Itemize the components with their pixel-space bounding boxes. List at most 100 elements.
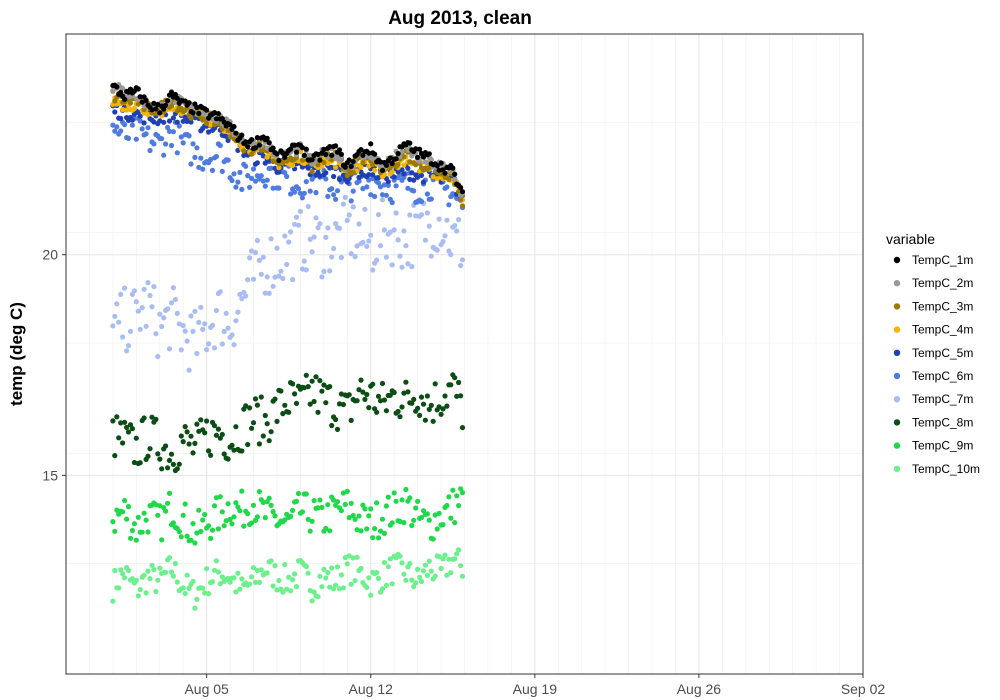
data-point [432,512,438,518]
data-point [321,382,327,388]
data-point [260,153,266,159]
data-point [268,429,274,435]
data-point [122,285,128,291]
data-point [137,94,143,100]
data-point [426,517,432,523]
data-point [440,406,446,412]
data-point [223,133,229,139]
data-point [348,417,354,423]
data-point [202,511,208,518]
data-point [180,439,186,445]
data-point [401,228,407,234]
data-point [157,118,163,124]
data-point [444,502,450,509]
data-point [307,401,313,407]
data-point [137,587,143,593]
data-point [336,401,343,407]
data-point [270,145,276,151]
data-point [135,101,141,107]
data-point [368,592,374,598]
data-point [358,164,364,170]
data-point [331,173,337,180]
data-point [424,160,430,166]
data-point [381,397,387,403]
data-point [290,276,296,283]
data-point [225,157,231,163]
data-point [454,551,460,557]
data-point [186,133,192,139]
data-point [301,190,307,196]
data-point [448,382,454,388]
data-point [395,151,401,157]
data-point [340,201,346,207]
data-point [219,341,225,347]
data-point [116,319,122,325]
data-point [122,497,128,504]
data-point [389,169,395,175]
data-point [192,440,198,446]
data-point [231,171,237,177]
data-point [192,605,198,611]
data-point [426,406,432,412]
data-point [311,234,317,240]
data-point [370,172,376,178]
data-point [333,164,339,170]
data-point [133,577,139,584]
data-point [166,128,173,134]
data-point [165,98,171,104]
data-point [444,184,450,190]
data-point [239,576,245,582]
data-point [401,171,407,177]
data-point [262,183,268,189]
data-point [149,304,155,310]
data-point [409,170,415,176]
data-point [266,438,272,444]
data-point [356,513,362,519]
data-point [149,107,155,113]
data-point [374,257,380,263]
data-point [333,143,339,149]
data-point [366,513,372,519]
data-point [202,590,208,596]
data-point [358,565,364,572]
data-point [295,222,302,228]
data-point [370,267,376,273]
data-point [358,147,364,153]
data-point [153,416,159,422]
data-point [262,412,268,419]
data-point [245,277,251,283]
data-point [292,221,298,227]
data-point [151,284,157,290]
data-point [368,192,374,198]
data-point [174,119,180,125]
data-point [141,103,147,109]
data-point [252,145,259,151]
data-point [413,161,419,168]
data-point [303,372,309,378]
data-point [434,526,440,532]
data-point [170,573,176,579]
data-point [331,497,337,503]
data-point [305,203,311,210]
data-point [387,155,393,161]
data-point [139,126,145,132]
data-point [237,508,243,514]
data-point [182,98,188,104]
data-point [143,131,149,137]
data-point [196,428,202,434]
y-axis-label: temp (deg C) [7,302,26,406]
data-point [333,416,339,423]
data-point [141,120,147,126]
data-point [252,396,259,402]
data-point [110,598,116,604]
data-point [131,288,137,294]
data-point [311,589,317,595]
data-point [452,171,458,177]
data-point [458,197,464,203]
data-point [211,110,218,116]
data-point [174,466,180,472]
data-point [383,503,389,509]
data-point [329,565,335,571]
data-point [153,331,159,337]
data-point [362,206,368,212]
